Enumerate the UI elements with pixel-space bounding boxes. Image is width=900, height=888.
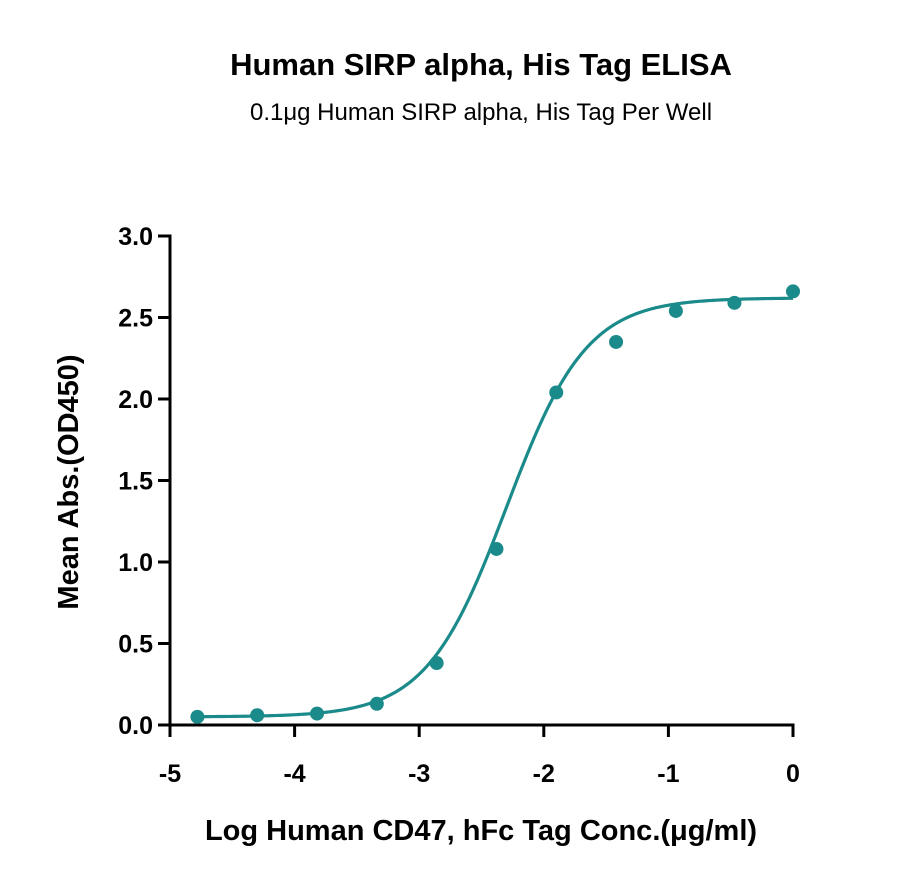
- data-point: [549, 385, 564, 400]
- y-axis-label: Mean Abs.(OD450): [53, 354, 85, 609]
- y-tick-label: 1.0: [118, 549, 153, 577]
- y-tick-label: 0.0: [118, 712, 153, 740]
- y-tick-label: 2.5: [118, 305, 153, 333]
- x-tick-label: -1: [657, 760, 679, 788]
- x-tick-label: -3: [408, 760, 430, 788]
- fit-curve: [197, 296, 794, 719]
- points-layer: [190, 284, 800, 724]
- x-tick-label: -5: [159, 760, 181, 788]
- data-point: [369, 696, 384, 711]
- y-tick-label: 1.5: [118, 468, 153, 496]
- plot-area: [168, 234, 795, 727]
- chart-subtitle: 0.1μg Human SIRP alpha, His Tag Per Well: [250, 99, 712, 126]
- data-point: [489, 541, 504, 556]
- data-point: [609, 334, 624, 349]
- data-point: [250, 708, 265, 723]
- x-tick-label: 0: [786, 760, 800, 788]
- y-tick-label: 0.5: [118, 631, 153, 659]
- x-axis-label: Log Human CD47, hFc Tag Conc.(μg/ml): [205, 815, 757, 847]
- y-tick-label: 3.0: [118, 223, 153, 251]
- x-tick-label: -4: [283, 760, 305, 788]
- data-point: [190, 709, 205, 724]
- fit-layer: [197, 296, 794, 719]
- data-point: [727, 295, 742, 310]
- data-point: [429, 656, 444, 671]
- data-point: [310, 706, 325, 721]
- chart-title: Human SIRP alpha, His Tag ELISA: [230, 47, 732, 82]
- y-tick-label: 2.0: [118, 386, 153, 414]
- x-tick-label: -2: [533, 760, 555, 788]
- axis-ticks: -5 -4 -3 -2 -1 0 0.0 0.5 1.0 1.5 2.0 2.5 3.0: [118, 223, 800, 788]
- data-point: [786, 284, 800, 299]
- data-point: [668, 303, 683, 318]
